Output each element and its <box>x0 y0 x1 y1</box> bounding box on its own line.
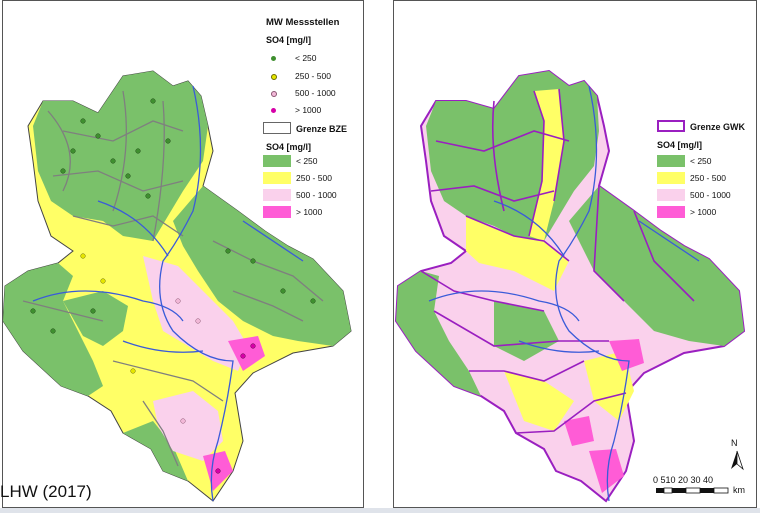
gwk-boundary-label: Grenze GWK <box>690 122 746 132</box>
point-class-2-swatch <box>271 74 277 80</box>
gwk-magenta-south2 <box>589 449 624 493</box>
area-class-3-label: 500 - 1000 <box>296 190 337 200</box>
pink-central-area <box>143 256 248 371</box>
bze-boundary-swatch <box>263 122 291 134</box>
gwk-yellow-strip <box>529 89 564 241</box>
gwk-green-mid <box>494 301 559 361</box>
scale-ticks: 0 510 20 30 40 <box>653 475 714 485</box>
gwk-area-class-4-label: > 1000 <box>690 207 717 217</box>
point-class-1-swatch <box>271 56 276 61</box>
areas-heading: SO4 [mg/l] <box>266 142 312 152</box>
magenta-east-area <box>228 336 265 371</box>
right-map-panel: Grenze GWK SO4 [mg/l] < 250 250 - 500 50… <box>393 0 757 508</box>
point-class-2-label: 250 - 500 <box>295 71 331 81</box>
bottom-strip <box>0 508 760 513</box>
gwk-area-class-1-swatch <box>657 155 685 167</box>
gwk-area-class-2-label: 250 - 500 <box>690 173 726 183</box>
area-class-3-swatch <box>263 189 291 201</box>
rivers <box>32 85 304 502</box>
point-class-4-label: > 1000 <box>295 105 322 115</box>
bze-boundaries <box>22 90 324 467</box>
bze-boundary-label: Grenze BZE <box>296 124 348 134</box>
gwk-rivers <box>428 85 700 502</box>
north-label: N <box>731 438 738 448</box>
gwk-areas-heading: SO4 [mg/l] <box>657 140 703 150</box>
gwk-area-class-1-label: < 250 <box>690 156 712 166</box>
gwk-green-west <box>396 271 481 396</box>
point-class-4-swatch <box>271 108 276 113</box>
gwk-green-east <box>569 186 744 346</box>
green-south-area <box>123 421 188 481</box>
area-class-2-swatch <box>263 172 291 184</box>
gwk-area-class-3-label: 500 - 1000 <box>690 190 731 200</box>
left-map-canvas <box>3 70 352 502</box>
scale-unit: km <box>733 485 745 495</box>
gwk-magenta-south1 <box>564 416 594 446</box>
gwk-yellow-south <box>504 371 574 431</box>
gwk-yellow-central <box>466 216 569 291</box>
gwk-area-class-4-swatch <box>657 206 685 218</box>
point-class-1-label: < 250 <box>295 53 317 63</box>
north-arrow-icon <box>731 450 744 471</box>
gwk-area-class-2-swatch <box>657 172 685 184</box>
points-heading: SO4 [mg/l] <box>266 35 312 45</box>
pink-south-area <box>153 391 223 461</box>
scale-bar <box>656 487 729 494</box>
legend-title: MW Messstellen <box>266 17 340 28</box>
area-class-2-label: 250 - 500 <box>296 173 332 183</box>
left-map-panel: MW Messstellen SO4 [mg/l] < 250 250 - 50… <box>2 0 364 508</box>
gwk-area-class-3-swatch <box>657 189 685 201</box>
gwk-magenta-east <box>609 339 644 371</box>
point-class-3-swatch <box>271 91 277 97</box>
area-class-1-swatch <box>263 155 291 167</box>
area-class-1-label: < 250 <box>296 156 318 166</box>
monitoring-points <box>30 98 316 474</box>
area-class-4-label: > 1000 <box>296 207 323 217</box>
source-credit: LHW (2017) <box>0 482 92 501</box>
green-east-area <box>173 186 351 346</box>
point-class-3-label: 500 - 1000 <box>295 88 336 98</box>
right-map-canvas <box>394 69 746 503</box>
gwk-boundary-swatch <box>657 120 685 132</box>
area-class-4-swatch <box>263 206 291 218</box>
